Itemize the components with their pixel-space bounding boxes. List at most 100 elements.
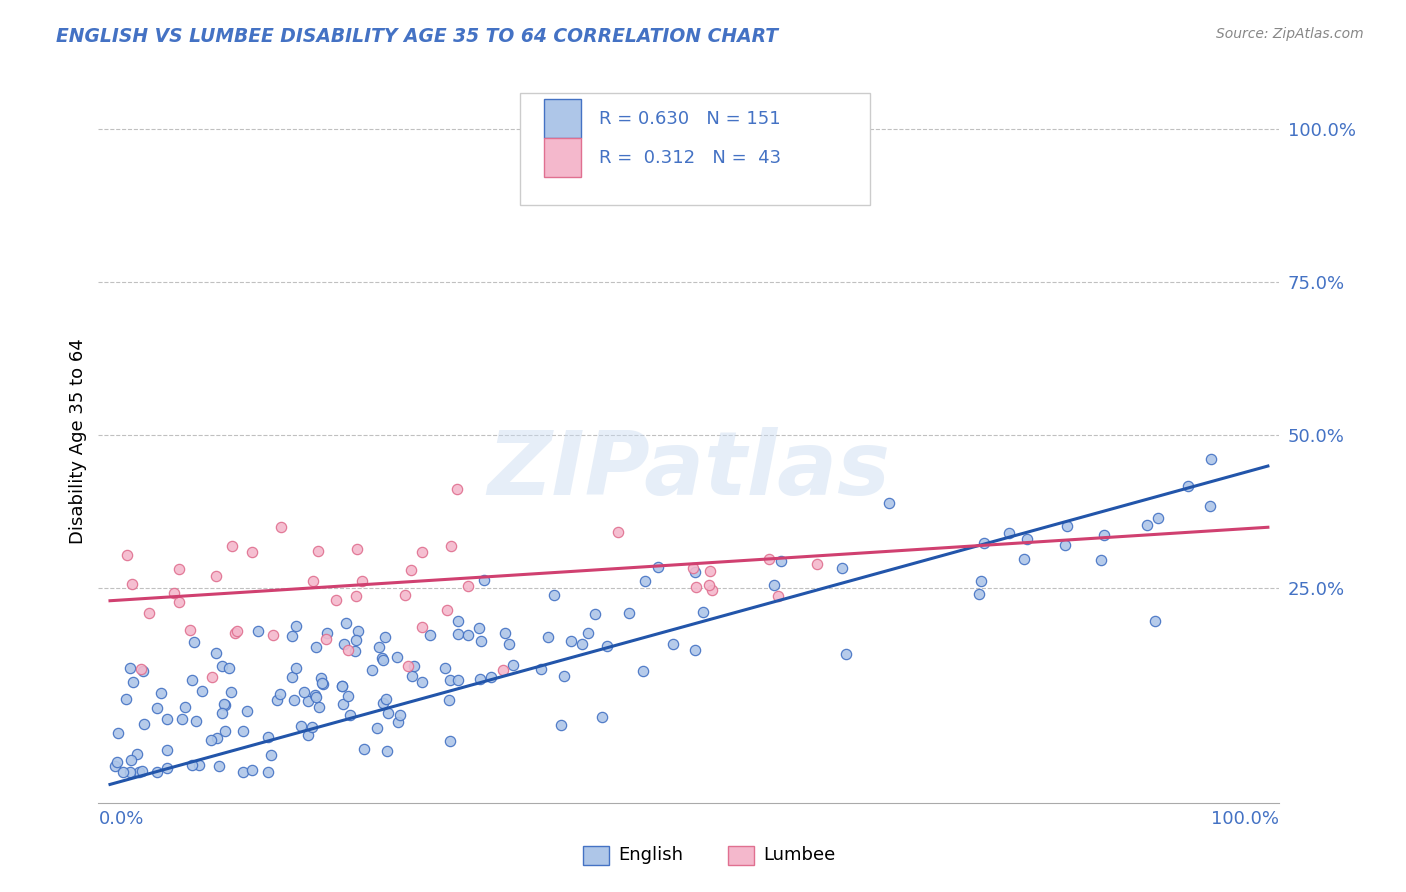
Point bbox=[835, 648, 858, 662]
Point bbox=[457, 579, 479, 593]
Point bbox=[186, 714, 208, 729]
Point bbox=[388, 707, 411, 722]
Point bbox=[553, 669, 575, 683]
Point bbox=[219, 685, 242, 699]
Point bbox=[232, 765, 254, 780]
Point bbox=[183, 635, 205, 649]
Point bbox=[368, 640, 391, 654]
Point bbox=[585, 607, 607, 622]
Point bbox=[419, 628, 441, 642]
Point bbox=[682, 561, 704, 575]
Point bbox=[1056, 519, 1078, 533]
Point bbox=[105, 756, 128, 770]
Text: R = 0.630   N = 151: R = 0.630 N = 151 bbox=[599, 110, 780, 128]
Text: ENGLISH VS LUMBEE DISABILITY AGE 35 TO 64 CORRELATION CHART: ENGLISH VS LUMBEE DISABILITY AGE 35 TO 6… bbox=[56, 27, 779, 45]
Point bbox=[218, 661, 240, 675]
Point bbox=[131, 764, 153, 779]
Point bbox=[437, 692, 460, 706]
Point bbox=[170, 712, 193, 726]
Point bbox=[344, 589, 367, 603]
Point bbox=[104, 759, 127, 773]
Point bbox=[115, 692, 138, 706]
Point bbox=[266, 693, 288, 707]
Point bbox=[446, 482, 468, 496]
Point bbox=[439, 673, 461, 688]
Point bbox=[498, 637, 520, 651]
Point bbox=[683, 642, 706, 657]
Point bbox=[447, 673, 470, 687]
Point bbox=[1014, 552, 1036, 566]
Point bbox=[998, 526, 1021, 541]
Point bbox=[325, 593, 347, 607]
Text: Lumbee: Lumbee bbox=[763, 847, 835, 864]
Point bbox=[467, 621, 489, 635]
Point bbox=[332, 637, 354, 651]
Point bbox=[111, 765, 134, 780]
Point bbox=[335, 615, 357, 630]
Point bbox=[304, 689, 326, 703]
Point bbox=[371, 696, 394, 710]
Point bbox=[396, 659, 419, 673]
Point bbox=[831, 561, 853, 575]
Point bbox=[470, 633, 492, 648]
Point bbox=[122, 674, 145, 689]
Point bbox=[371, 653, 394, 667]
Point bbox=[336, 643, 359, 657]
Point bbox=[343, 644, 366, 658]
Point bbox=[156, 712, 179, 726]
Point bbox=[685, 565, 707, 579]
Point bbox=[352, 574, 374, 588]
Point bbox=[283, 693, 305, 707]
Point bbox=[411, 675, 433, 690]
Point bbox=[292, 685, 315, 699]
Point bbox=[120, 765, 142, 780]
Point bbox=[685, 580, 707, 594]
Point bbox=[188, 758, 211, 772]
Point bbox=[120, 661, 142, 675]
Point bbox=[246, 624, 269, 639]
Point bbox=[344, 633, 367, 648]
Point bbox=[762, 578, 785, 592]
Point bbox=[211, 706, 233, 721]
Point bbox=[127, 747, 149, 761]
Y-axis label: Disability Age 35 to 64: Disability Age 35 to 64 bbox=[69, 339, 87, 544]
Point bbox=[439, 734, 461, 748]
Point bbox=[758, 552, 780, 566]
Point bbox=[550, 718, 572, 732]
Point bbox=[371, 651, 394, 665]
Point bbox=[301, 720, 323, 734]
Point bbox=[204, 569, 226, 583]
Point bbox=[270, 520, 292, 534]
Point bbox=[699, 578, 721, 592]
Point bbox=[131, 665, 153, 679]
Point bbox=[180, 673, 202, 687]
Point bbox=[262, 627, 284, 641]
Point bbox=[973, 535, 995, 549]
Point bbox=[375, 744, 398, 758]
Point bbox=[353, 742, 375, 756]
Point bbox=[308, 700, 330, 714]
Point bbox=[387, 715, 409, 730]
Point bbox=[877, 496, 900, 510]
Point bbox=[214, 698, 236, 712]
Text: ZIPatlas: ZIPatlas bbox=[488, 427, 890, 514]
Point bbox=[297, 694, 319, 708]
Point bbox=[208, 759, 231, 773]
Text: 0.0%: 0.0% bbox=[98, 810, 143, 828]
Point bbox=[436, 602, 458, 616]
Bar bbox=[544, 137, 582, 178]
Point bbox=[402, 659, 425, 673]
Point bbox=[169, 595, 191, 609]
Point bbox=[457, 628, 479, 642]
Point bbox=[200, 732, 222, 747]
Point bbox=[543, 588, 565, 602]
Point bbox=[472, 574, 495, 588]
Point bbox=[304, 690, 326, 705]
Point bbox=[315, 632, 337, 646]
Point bbox=[121, 577, 143, 591]
Point bbox=[302, 574, 325, 588]
Point bbox=[232, 724, 254, 739]
Text: English: English bbox=[619, 847, 683, 864]
Point bbox=[211, 659, 233, 673]
Point bbox=[285, 661, 308, 675]
